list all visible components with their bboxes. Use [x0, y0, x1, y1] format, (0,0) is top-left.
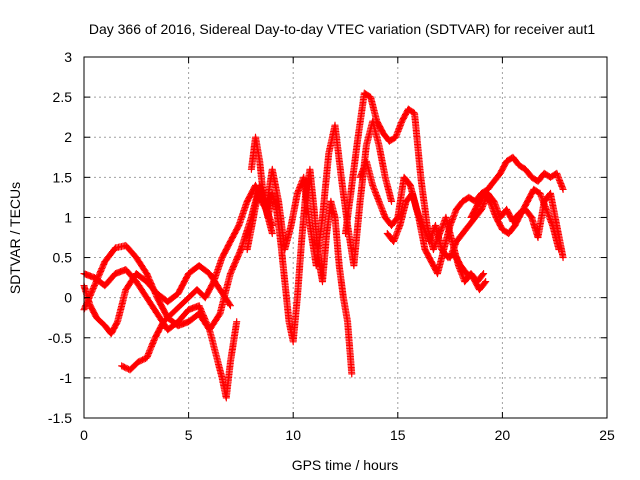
x-tick-label: 15 — [390, 427, 406, 443]
x-tick-label: 20 — [495, 427, 511, 443]
y-tick-label: 3 — [64, 49, 72, 65]
x-axis-label: GPS time / hours — [292, 457, 399, 473]
y-axis-label: SDTVAR / TECUs — [7, 182, 23, 294]
series-markers — [446, 189, 567, 262]
data-series — [80, 89, 567, 402]
y-tick-label: 0 — [64, 290, 72, 306]
series-markers — [467, 185, 563, 254]
tick-labels: 0 5 10 15 20 25 -1.5 -1 -0.5 0 0.5 1 1.5 2 2.5 3 — [48, 49, 615, 443]
x-tick-label: 0 — [80, 427, 88, 443]
x-tick-label: 25 — [599, 427, 615, 443]
y-tick-label: 2.5 — [53, 89, 73, 105]
y-tick-label: 1.5 — [53, 169, 73, 185]
plot-frame — [83, 56, 608, 419]
axis-ticks — [83, 56, 608, 419]
x-tick-label: 5 — [185, 427, 193, 443]
series-markers — [243, 117, 396, 270]
series-track-11 — [467, 185, 563, 254]
series-track-6 — [243, 117, 396, 270]
y-tick-label: 2 — [64, 129, 72, 145]
series-markers — [383, 153, 567, 278]
y-tick-label: -1 — [60, 370, 73, 386]
series-track-9 — [383, 153, 567, 278]
y-tick-label: 0.5 — [53, 250, 73, 266]
series-track-10 — [446, 189, 567, 262]
x-tick-label: 10 — [285, 427, 301, 443]
grid — [84, 57, 607, 418]
y-tick-label: -0.5 — [48, 330, 72, 346]
y-tick-label: -1.5 — [48, 410, 72, 426]
y-tick-label: 1 — [64, 209, 72, 225]
chart-title: Day 366 of 2016, Sidereal Day-to-day VTE… — [89, 21, 596, 37]
